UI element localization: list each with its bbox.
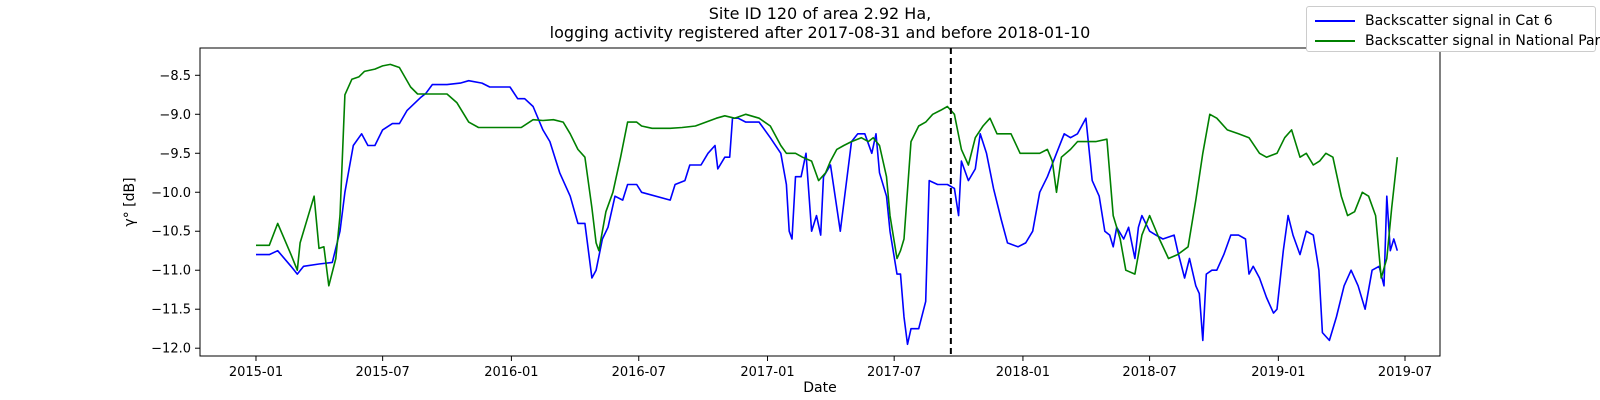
legend-label-cat6: Backscatter signal in Cat 6 [1365,13,1553,29]
x-tick-label: 2017-01 [740,365,794,380]
y-tick-label: −11.0 [151,264,191,279]
x-tick-label: 2017-07 [867,365,921,380]
x-tick-label: 2018-07 [1122,365,1176,380]
x-tick-label: 2019-01 [1251,365,1305,380]
y-tick-label: −12.0 [151,342,191,357]
x-tick-label: 2018-01 [996,365,1050,380]
x-tick-label: 2019-07 [1378,365,1432,380]
legend-item-national-park: Backscatter signal in National Park [1315,31,1600,51]
chart-subtitle: logging activity registered after 2017-0… [549,23,1091,42]
y-tick-label: −10.5 [151,225,191,240]
y-tick-label: −9.5 [159,147,191,162]
legend: Backscatter signal in Cat 6 Backscatter … [1306,6,1600,52]
legend-label-national-park: Backscatter signal in National Park [1365,33,1600,49]
legend-swatch-national-park [1315,40,1355,42]
y-tick-label: −8.5 [159,69,191,84]
y-tick-label: −10.0 [151,186,191,201]
chart-title: Site ID 120 of area 2.92 Ha, [708,4,932,23]
series-line-cat6 [256,79,1399,346]
y-tick-label: −9.0 [159,108,191,123]
series-line-national-park [256,63,1399,287]
y-tick-label: −11.5 [151,303,191,318]
x-tick-label: 2015-07 [355,365,409,380]
x-tick-label: 2016-01 [484,365,538,380]
y-axis-label: γ° [dB] [122,177,138,226]
x-tick-label: 2015-01 [229,365,283,380]
x-tick-label: 2016-07 [612,365,666,380]
plot-frame [199,47,1441,357]
legend-swatch-cat6 [1315,20,1355,22]
x-axis-label: Date [803,380,836,396]
legend-item-cat6: Backscatter signal in Cat 6 [1315,11,1553,31]
